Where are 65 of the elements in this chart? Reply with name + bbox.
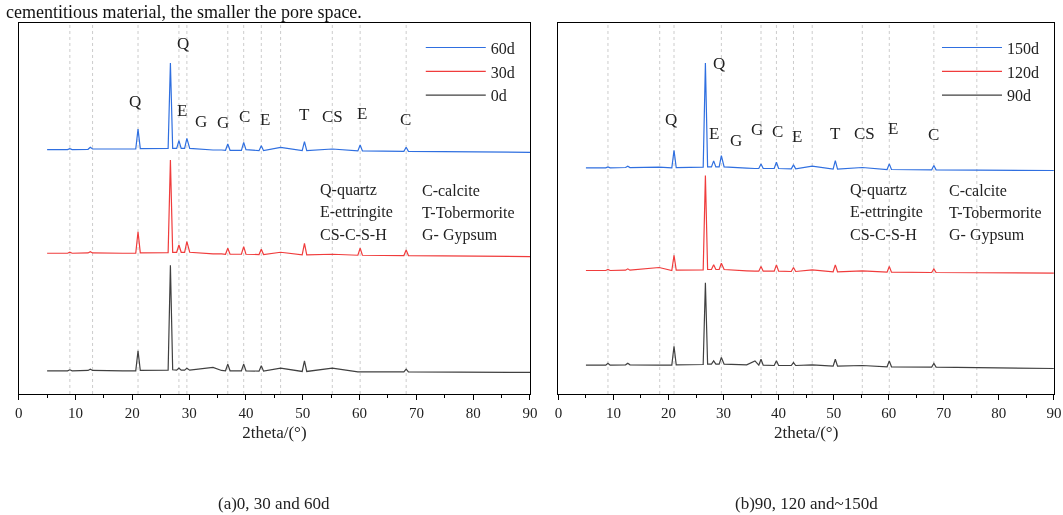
annotation: Q (177, 34, 190, 53)
text: cementitious material, the smaller the pore space. (6, 2, 362, 22)
x-tick-label: 60 (352, 405, 368, 422)
annotation: CS-C-S-H (850, 226, 918, 243)
x-tick-label: 30 (181, 405, 197, 422)
annotation: E (260, 110, 271, 129)
annotation: E (792, 127, 803, 146)
annotation: Q (665, 110, 678, 129)
annotation: C-calcite (422, 182, 480, 199)
annotation: C (239, 107, 251, 126)
annotation: E-ettringite (850, 203, 923, 221)
legend-label: 120d (1006, 63, 1039, 81)
legend-label: 60d (490, 39, 515, 57)
annotation: Q (129, 92, 142, 111)
annotation: G- Gypsum (422, 226, 498, 244)
annotation: G (730, 131, 743, 150)
legend-label: 0d (490, 87, 507, 105)
x-tick-label: 40 (238, 405, 254, 422)
x-tick-label: 50 (826, 405, 842, 422)
legend-label: 90d (1006, 87, 1031, 105)
text: (a)0, 30 and 60d (218, 494, 330, 513)
x-tick-label: 10 (605, 405, 621, 422)
annotation: C-calcite (949, 182, 1007, 199)
x-tick-label: 80 (991, 405, 1007, 422)
x-tick-label: 0 (14, 405, 23, 422)
annotation: T-Tobermorite (949, 204, 1042, 221)
x-tick-label: 90 (522, 405, 538, 422)
legend-label: 30d (490, 63, 515, 81)
annotation: G- Gypsum (949, 226, 1025, 244)
annotation: E (177, 101, 188, 120)
annotation: Q-quartz (850, 181, 907, 199)
x-tick-label: 60 (881, 405, 897, 422)
annotation: T (830, 124, 841, 143)
annotation: C (772, 122, 784, 141)
annotation: CS (322, 107, 343, 126)
annotation: G (217, 113, 230, 132)
x-axis-title: 2theta/(°) (773, 423, 839, 443)
x-tick-label: 40 (771, 405, 787, 422)
annotation: Q-quartz (320, 181, 377, 199)
annotation: E (709, 124, 720, 143)
x-tick-label: 30 (716, 405, 732, 422)
x-tick-label: 70 (936, 405, 952, 422)
annotation: G (195, 112, 208, 131)
annotation: T (299, 105, 310, 124)
annotation: CS (854, 124, 875, 143)
annotation: E-ettringite (320, 203, 393, 221)
text: (b)90, 120 and~150d (735, 494, 879, 513)
x-tick-label: 90 (1046, 405, 1062, 422)
x-tick-label: 70 (408, 405, 424, 422)
annotation: G (751, 120, 764, 139)
legend-label: 150d (1006, 39, 1039, 57)
x-tick-label: 20 (124, 405, 140, 422)
annotation: E (357, 104, 368, 123)
x-tick-label: 10 (68, 405, 84, 422)
x-tick-label: 20 (661, 405, 677, 422)
x-tick-label: 80 (465, 405, 481, 422)
annotation: Q (713, 54, 726, 73)
annotation: T-Tobermorite (422, 204, 515, 221)
x-tick-label: 50 (295, 405, 311, 422)
annotation: CS-C-S-H (320, 226, 388, 243)
x-tick-label: 0 (554, 405, 563, 422)
annotation: C (928, 125, 940, 144)
annotation: E (888, 119, 899, 138)
annotation: C (400, 110, 412, 129)
x-axis-title: 2theta/(°) (242, 423, 307, 443)
